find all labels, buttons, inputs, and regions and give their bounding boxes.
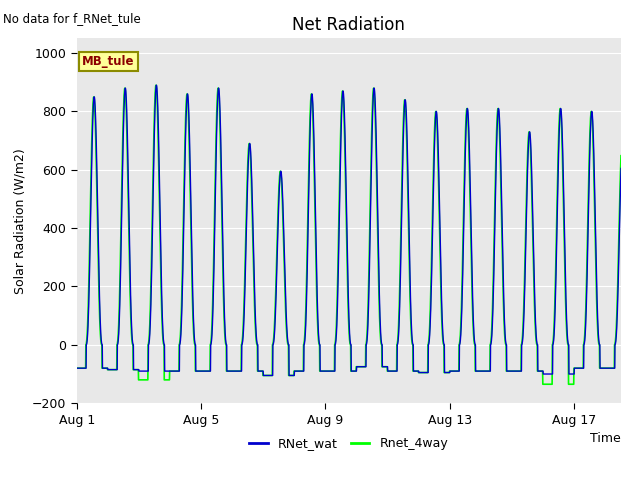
Legend: RNet_wat, Rnet_4way: RNet_wat, Rnet_4way [244,432,453,456]
X-axis label: Time: Time [590,432,621,445]
Text: MB_tule: MB_tule [82,55,135,68]
Title: Net Radiation: Net Radiation [292,16,405,34]
Text: No data for f_RNet_tule: No data for f_RNet_tule [3,12,141,25]
Y-axis label: Solar Radiation (W/m2): Solar Radiation (W/m2) [13,148,26,294]
